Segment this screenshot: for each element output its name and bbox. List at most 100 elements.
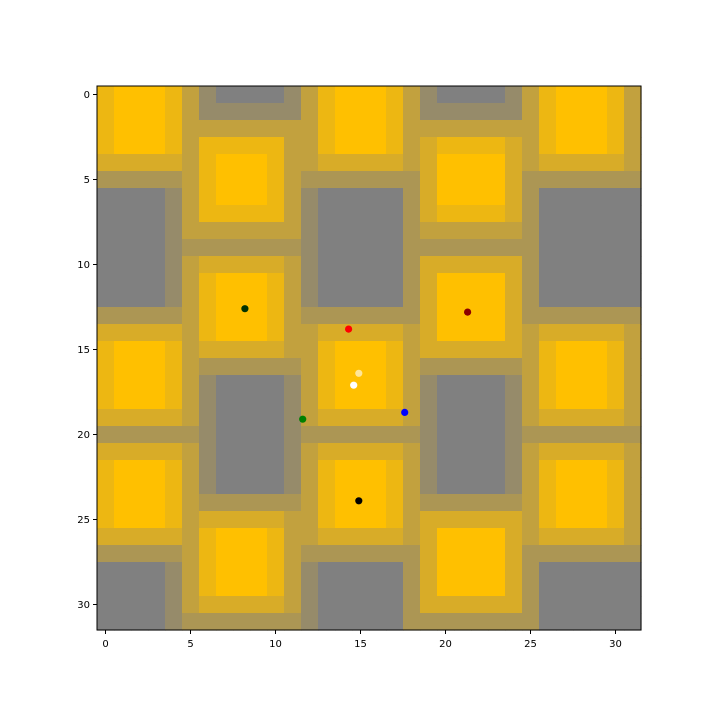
heatmap-cell <box>539 409 557 427</box>
heatmap-cell <box>573 460 591 478</box>
heatmap-cell <box>624 375 642 393</box>
heatmap-cell <box>199 307 217 325</box>
heatmap-cell <box>97 239 115 257</box>
heatmap-cell <box>335 426 353 444</box>
heatmap-cell <box>97 120 115 138</box>
heatmap-cell <box>318 375 336 393</box>
heatmap-cell <box>250 154 268 172</box>
heatmap-cell <box>522 545 540 563</box>
heatmap-cell <box>607 273 625 291</box>
heatmap-cell <box>420 443 438 461</box>
heatmap-cell <box>488 443 506 461</box>
heatmap-cell <box>250 273 268 291</box>
heatmap-cell <box>165 511 183 529</box>
heatmap-cell <box>199 392 217 410</box>
heatmap-cell <box>267 273 285 291</box>
heatmap-cell <box>590 188 608 206</box>
heatmap-cell <box>148 392 166 410</box>
heatmap-cell <box>284 613 302 631</box>
heatmap-cell <box>420 579 438 597</box>
heatmap-cell <box>471 358 489 376</box>
heatmap-cell <box>335 86 353 104</box>
heatmap-cell <box>284 290 302 308</box>
heatmap-cell <box>420 358 438 376</box>
heatmap-cell <box>556 409 574 427</box>
heatmap-cell <box>250 562 268 580</box>
heatmap-cell <box>97 426 115 444</box>
heatmap-cell <box>454 460 472 478</box>
heatmap-cell <box>318 528 336 546</box>
heatmap-cell <box>420 545 438 563</box>
heatmap-cell <box>539 256 557 274</box>
heatmap-cell <box>607 324 625 342</box>
heatmap-cell <box>590 579 608 597</box>
heatmap-cell <box>437 443 455 461</box>
heatmap-cell <box>199 613 217 631</box>
heatmap-cell <box>471 256 489 274</box>
heatmap-cell <box>216 137 234 155</box>
heatmap-cell <box>97 307 115 325</box>
heatmap-cell <box>131 494 149 512</box>
heatmap-cell <box>624 324 642 342</box>
heatmap-cell <box>386 528 404 546</box>
heatmap-cell <box>97 341 115 359</box>
heatmap-cell <box>471 562 489 580</box>
heatmap-cell <box>522 239 540 257</box>
heatmap-cell <box>165 205 183 223</box>
heatmap-cell <box>165 137 183 155</box>
heatmap-cell <box>335 494 353 512</box>
heatmap-cell <box>199 188 217 206</box>
heatmap-cell <box>233 154 251 172</box>
heatmap-cell <box>165 528 183 546</box>
heatmap-cell <box>131 409 149 427</box>
heatmap-cell <box>522 86 540 104</box>
heatmap-cell <box>165 545 183 563</box>
heatmap-cell <box>114 392 132 410</box>
heatmap-cell <box>403 443 421 461</box>
heatmap-cell <box>488 137 506 155</box>
heatmap-cell <box>114 511 132 529</box>
heatmap-cell <box>505 511 523 529</box>
heatmap-cell <box>182 460 200 478</box>
heatmap-cell <box>301 392 319 410</box>
heatmap-cell <box>165 358 183 376</box>
heatmap-cell <box>301 443 319 461</box>
heatmap-cell <box>182 545 200 563</box>
heatmap-cell <box>182 171 200 189</box>
heatmap-cell <box>216 307 234 325</box>
heatmap-cell <box>522 120 540 138</box>
heatmap-cell <box>114 154 132 172</box>
heatmap-cell <box>505 273 523 291</box>
heatmap-cell <box>624 290 642 308</box>
heatmap-cell <box>454 511 472 529</box>
heatmap-cell <box>403 103 421 121</box>
scatter-point <box>464 308 472 316</box>
heatmap-cell <box>522 256 540 274</box>
heatmap-cell <box>403 579 421 597</box>
heatmap-cell <box>607 341 625 359</box>
heatmap-cell <box>114 324 132 342</box>
heatmap-cell <box>488 239 506 257</box>
heatmap-cell <box>165 579 183 597</box>
heatmap-cell <box>148 613 166 631</box>
heatmap-cell <box>556 545 574 563</box>
heatmap-cell <box>624 392 642 410</box>
heatmap-cell <box>165 154 183 172</box>
heatmap-cell <box>148 188 166 206</box>
heatmap-cell <box>335 613 353 631</box>
heatmap-cell <box>420 477 438 495</box>
heatmap-cell <box>148 307 166 325</box>
heatmap-cell <box>556 562 574 580</box>
heatmap-cell <box>199 137 217 155</box>
heatmap-cell <box>522 358 540 376</box>
heatmap-cell <box>301 137 319 155</box>
heatmap-cell <box>301 375 319 393</box>
heatmap-cell <box>590 528 608 546</box>
heatmap-cell <box>488 358 506 376</box>
heatmap-cell <box>318 460 336 478</box>
heatmap-cell <box>607 426 625 444</box>
heatmap-cell <box>505 205 523 223</box>
heatmap-cell <box>522 375 540 393</box>
heatmap-cell <box>267 443 285 461</box>
heatmap-cell <box>97 443 115 461</box>
